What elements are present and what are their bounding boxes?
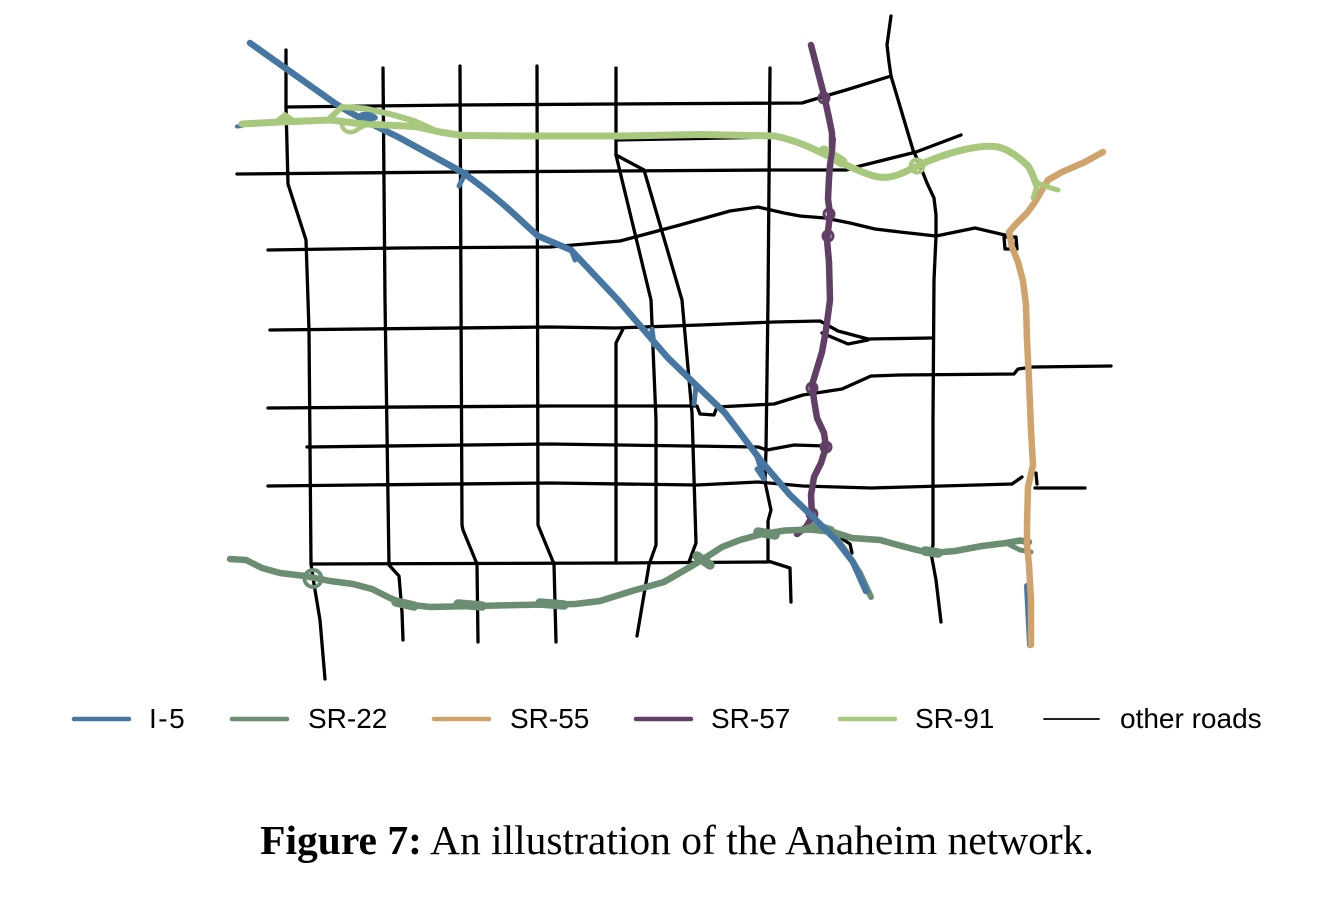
svg-text:SR-57: SR-57 bbox=[711, 703, 790, 734]
svg-text:SR-55: SR-55 bbox=[510, 703, 589, 734]
svg-text:SR-91: SR-91 bbox=[915, 703, 994, 734]
svg-text:SR-22: SR-22 bbox=[308, 703, 387, 734]
svg-text:I-5: I-5 bbox=[149, 703, 186, 734]
svg-text:other roads: other roads bbox=[1120, 703, 1262, 734]
